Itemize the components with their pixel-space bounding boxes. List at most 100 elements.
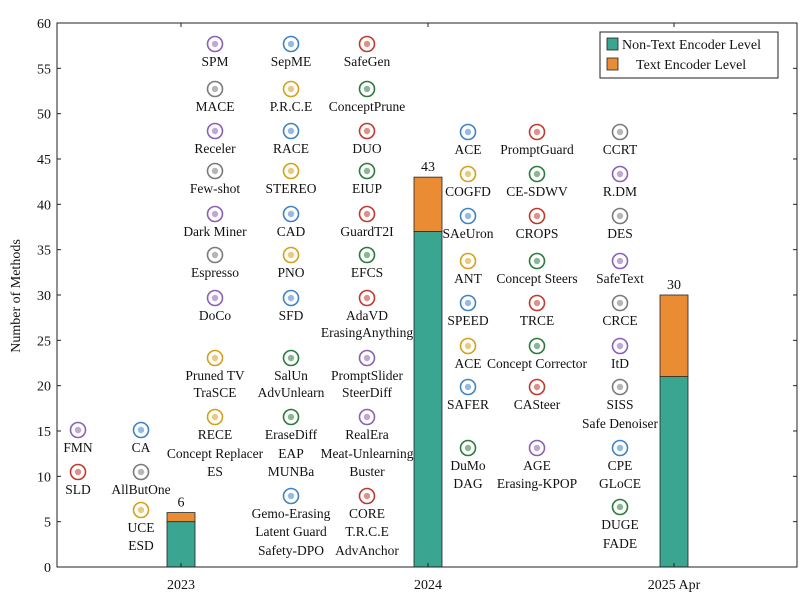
legend-label-non-text: Non-Text Encoder Level [622,38,761,53]
method-label: DuMo [450,458,486,473]
method-label: Concept Replacer [167,446,264,461]
method-label: DoCo [199,308,232,323]
method-label: SPEED [447,313,489,328]
method-label: CE-SDWV [506,184,568,199]
logo-inner-icon [533,170,541,178]
method-label: EFCS [351,265,383,280]
bar-segment-non-text [166,521,196,568]
method-label: Latent Guard [255,524,327,539]
method-label: SteerDiff [342,385,392,400]
method-label: PNO [277,265,304,280]
method-label: AdvAnchor [335,543,399,558]
method-label: GLoCE [599,476,641,491]
logo-inner-icon [287,85,295,93]
method-label: EAP [278,446,304,461]
method-label: Few-shot [190,181,240,196]
bar-segment-non-text [659,376,689,568]
logo-inner-icon [616,342,624,350]
logo-inner-icon [533,342,541,350]
method-label: TraSCE [193,385,236,400]
method-label: ANT [454,271,482,286]
logo-inner-icon [616,257,624,265]
y-tick-label: 10 [37,470,51,485]
method-label: SISS [606,397,633,412]
bar-segment-text [659,294,689,377]
method-label: ConceptPrune [329,99,406,114]
method-label: FMN [63,440,93,455]
logo-inner-icon [211,40,219,48]
y-axis-label: Number of Methods [9,239,24,353]
method-label: Pruned TV [185,368,245,383]
logo-inner-icon [363,492,371,500]
method-label: EIUP [352,181,382,196]
logo-inner-icon [616,212,624,220]
method-label: CA [132,440,151,455]
x-tick-label: 2025 Apr [648,578,701,593]
method-label: ErasingAnything [321,325,413,340]
method-label: P.R.C.E [270,99,312,114]
y-tick-label: 20 [37,380,51,395]
method-label: Safe Denoiser [582,416,659,431]
bars-group [166,176,689,568]
bar-total-label: 6 [178,496,185,511]
logo-inner-icon [287,413,295,421]
method-label: SafeGen [344,54,391,69]
method-label: Concept Corrector [487,356,588,371]
method-label: SAeUron [443,226,494,241]
method-label: DUO [352,141,381,156]
logo-inner-icon [533,212,541,220]
method-label: SAFER [447,397,489,412]
logo-inner-icon [533,257,541,265]
method-label: Dark Miner [183,224,247,239]
legend: Non-Text Encoder Level Text Encoder Leve… [599,31,779,79]
logo-inner-icon [287,294,295,302]
method-label: Gemo-Erasing [252,506,331,521]
x-tick-label: 2024 [414,578,442,593]
method-label: AGE [523,458,551,473]
method-label: Concept Steers [496,271,577,286]
method-label: MACE [195,99,234,114]
method-labels-group: FMN CA SLD AllButOne UCE ESD SPM SepME SafeGen MA… [63,35,659,558]
method-label: SalUn [274,368,308,383]
method-label: CORE [349,506,385,521]
logo-inner-icon [137,468,145,476]
method-label: Meat-Unlearning [321,446,414,461]
y-tick-label: 25 [37,334,51,349]
axes-group: 0 5 10 15 20 25 30 35 40 45 50 55 60 2023 2024 2025 Apr [37,17,798,593]
y-tick-label: 0 [44,561,51,576]
logo-inner-icon [211,251,219,259]
legend-box [599,31,779,79]
logo-inner-icon [287,127,295,135]
y-tick-label: 55 [37,62,51,77]
logo-inner-icon [211,294,219,302]
logo-inner-icon [533,128,541,136]
logo-inner-icon [287,167,295,175]
method-label: CRCE [602,313,637,328]
logo-inner-icon [211,354,219,362]
logo-inner-icon [211,413,219,421]
method-label: PromptSlider [331,368,404,383]
method-label: ACE [455,142,482,157]
logo-inner-icon [616,383,624,391]
method-label: CPE [608,458,633,473]
logo-inner-icon [616,128,624,136]
method-label: MUNBa [268,464,315,479]
method-label: AdvUnlearn [258,385,325,400]
method-label: CROPS [516,226,559,241]
method-label: DUGE [601,517,639,532]
method-label: T.R.C.E [345,524,389,539]
method-label: FADE [603,536,637,551]
method-label: DAG [453,476,482,491]
method-label: AdaVD [346,308,388,323]
method-label: STEREO [265,181,316,196]
logo-inner-icon [287,492,295,500]
method-label: EraseDiff [265,427,318,442]
method-label: SepME [271,54,312,69]
method-label: TRCE [520,313,555,328]
method-label: Safety-DPO [258,543,324,558]
bar-segment-text [166,512,196,523]
method-label: COGFD [445,184,491,199]
logo-inner-icon [363,251,371,259]
logo-inner-icon [616,170,624,178]
